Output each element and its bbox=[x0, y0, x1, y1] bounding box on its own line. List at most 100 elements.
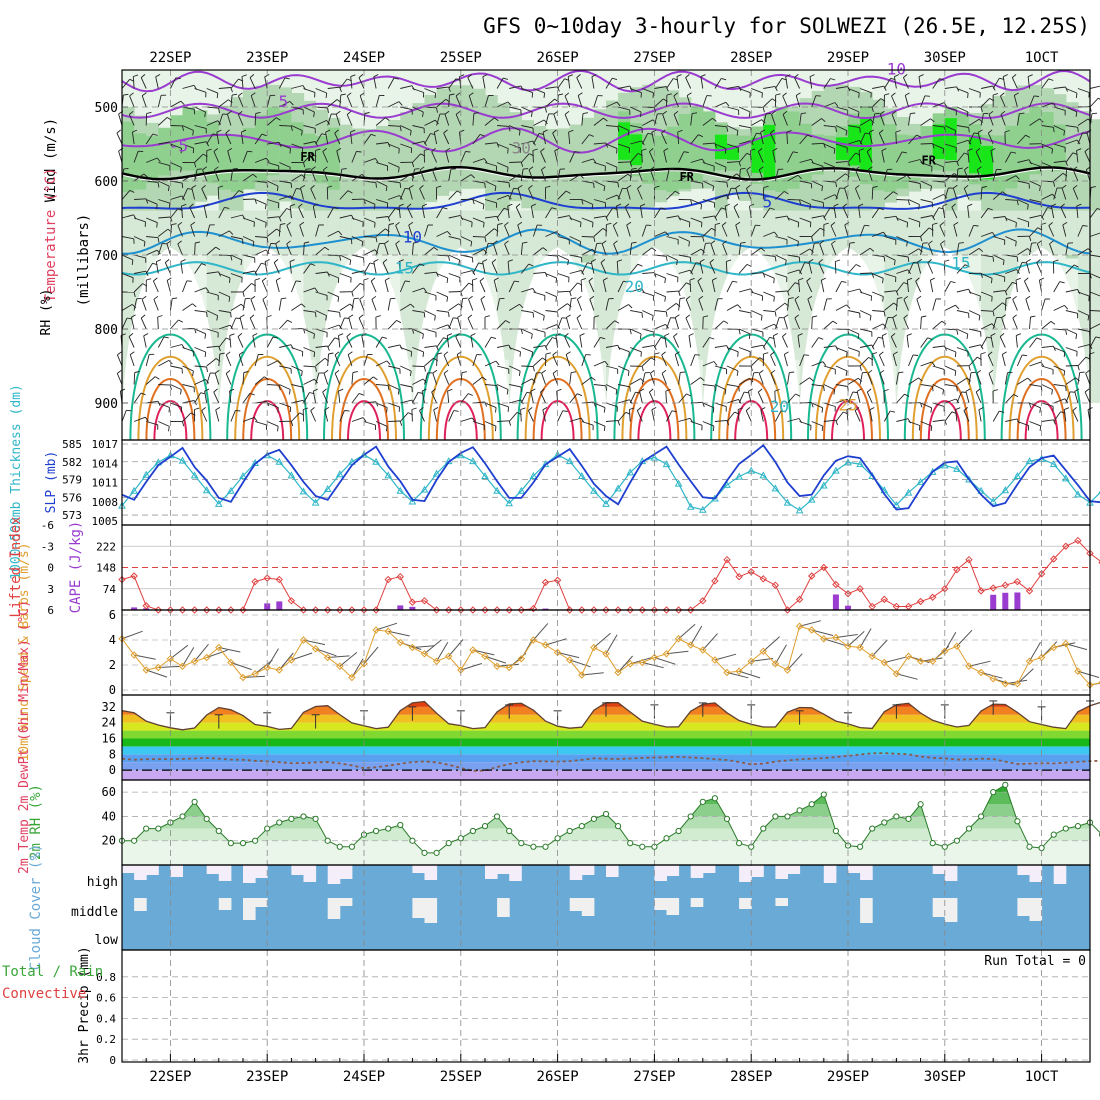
wind-barb-flag bbox=[871, 106, 874, 113]
wind-barb-flag bbox=[849, 242, 855, 244]
wind-barb-flag bbox=[1050, 321, 1056, 325]
wind-barb bbox=[956, 125, 969, 128]
wind-barb-flag bbox=[411, 162, 415, 168]
li-point bbox=[723, 556, 731, 564]
wind-barb-flag bbox=[443, 351, 449, 356]
wind-barb bbox=[809, 76, 813, 89]
wind-barb bbox=[569, 372, 572, 385]
wind-barb-flag bbox=[639, 388, 645, 392]
wind-barb bbox=[576, 299, 583, 311]
wind-barb-flag bbox=[214, 166, 219, 171]
wind-barb bbox=[507, 206, 510, 219]
wind-barb bbox=[891, 114, 897, 126]
wind-barb bbox=[1065, 365, 1078, 367]
wind-barb-flag bbox=[917, 259, 923, 263]
wind-barb bbox=[254, 421, 267, 426]
wind-barb bbox=[666, 303, 677, 311]
wind-barb bbox=[664, 335, 667, 348]
wind-barb bbox=[738, 243, 742, 256]
wind-barb-flag bbox=[423, 287, 427, 293]
wind-barb-flag bbox=[288, 389, 291, 395]
wind-barb bbox=[665, 390, 667, 404]
wind-barb bbox=[201, 410, 208, 422]
wind-barb bbox=[975, 391, 982, 404]
wind-barb bbox=[315, 246, 326, 256]
wind-barb-flag bbox=[508, 126, 511, 132]
wind-barb bbox=[1012, 299, 1018, 311]
wind-barb bbox=[315, 271, 328, 274]
rh-plume bbox=[400, 210, 413, 360]
wind-barb bbox=[230, 236, 243, 240]
wind-barb bbox=[859, 372, 863, 385]
wind-barb-flag bbox=[928, 240, 933, 245]
wind-barb bbox=[339, 410, 345, 422]
wind-barb bbox=[334, 354, 341, 367]
wind-barb-flag bbox=[869, 129, 874, 133]
wind-barb bbox=[750, 225, 756, 237]
wind-barb bbox=[738, 328, 751, 335]
wind-barb-flag bbox=[290, 182, 293, 188]
wind-barb bbox=[387, 224, 390, 237]
wind-barb bbox=[774, 390, 776, 404]
wind-barb-flag bbox=[932, 222, 938, 225]
wind-barb bbox=[432, 372, 438, 385]
wind-barb-flag bbox=[1040, 215, 1044, 220]
cloud-gap-high bbox=[1029, 865, 1043, 882]
wind-barb-flag bbox=[413, 241, 419, 244]
wind-speed-point bbox=[965, 662, 973, 670]
cloud-gap-middle bbox=[739, 898, 752, 909]
wind-barb-flag bbox=[931, 361, 936, 367]
rh-band bbox=[218, 133, 232, 190]
wind-barb bbox=[484, 215, 497, 219]
wind-barb bbox=[303, 88, 316, 93]
wind-barb bbox=[859, 310, 872, 316]
surface-barb bbox=[835, 634, 858, 638]
wind-speed-point bbox=[299, 636, 308, 644]
wind-barb bbox=[327, 353, 329, 367]
wind-barb-flag bbox=[637, 185, 642, 189]
wind-barb bbox=[700, 76, 704, 89]
wind-barb bbox=[1005, 199, 1018, 201]
wind-barb bbox=[1029, 227, 1039, 237]
wind-barb bbox=[1063, 409, 1067, 422]
wind-barb-flag bbox=[653, 107, 656, 113]
wind-barb-flag bbox=[327, 271, 330, 277]
wind-barb bbox=[315, 224, 320, 237]
cloud-gap-high bbox=[581, 865, 595, 875]
cloud-gap-middle bbox=[775, 898, 788, 906]
wind-barb-flag bbox=[980, 106, 983, 112]
wind-barb bbox=[738, 264, 748, 274]
wind-barb bbox=[436, 310, 449, 313]
wind-barb-flag bbox=[338, 230, 343, 236]
wind-barb bbox=[467, 317, 474, 330]
wind-barb-flag bbox=[758, 369, 764, 374]
wind-barb bbox=[685, 317, 692, 330]
wind-barb bbox=[663, 150, 667, 163]
wind-barb bbox=[775, 290, 788, 293]
wind-barb bbox=[811, 162, 824, 167]
wind-barb bbox=[484, 228, 495, 237]
wind-barb-flag bbox=[313, 378, 318, 384]
wind-barb bbox=[448, 94, 450, 108]
wind-barb-flag bbox=[857, 333, 860, 339]
wind-barb-flag bbox=[714, 385, 716, 391]
wind-barb-flag bbox=[944, 259, 950, 262]
wind-barb bbox=[363, 421, 376, 426]
wind-barb bbox=[327, 310, 340, 313]
rh-plume bbox=[533, 210, 547, 255]
wind-barb bbox=[678, 393, 687, 404]
cape-tick-label: 148 bbox=[96, 562, 116, 575]
wind-barb bbox=[1072, 410, 1079, 422]
wind-barb bbox=[157, 117, 168, 126]
wind-barb bbox=[190, 224, 196, 237]
wind-barb-flag bbox=[1077, 365, 1080, 371]
wind-barb-flag bbox=[869, 315, 872, 321]
wind-barb-flag bbox=[301, 303, 306, 308]
rh-plume bbox=[920, 210, 934, 255]
wind-barb bbox=[738, 140, 751, 145]
wind-barb-flag bbox=[973, 224, 979, 227]
wind-tick-label: 0 bbox=[109, 683, 116, 697]
wind-barb-flag bbox=[1014, 92, 1019, 96]
cloud-gap-high bbox=[243, 865, 256, 883]
